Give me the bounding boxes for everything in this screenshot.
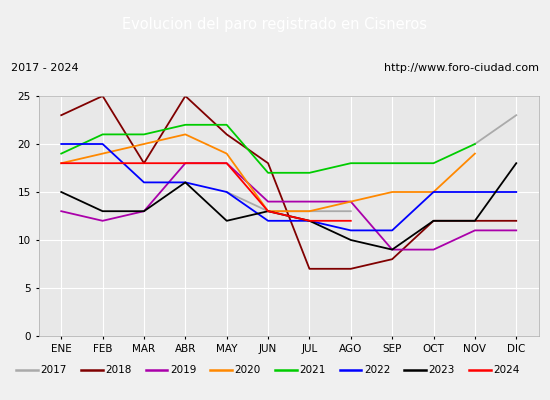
Text: 2017: 2017 <box>41 365 67 375</box>
Text: 2018: 2018 <box>105 365 131 375</box>
Text: 2023: 2023 <box>428 365 455 375</box>
Text: 2021: 2021 <box>299 365 326 375</box>
Text: http://www.foro-ciudad.com: http://www.foro-ciudad.com <box>384 63 539 73</box>
Text: 2022: 2022 <box>364 365 390 375</box>
Text: 2020: 2020 <box>234 365 261 375</box>
Text: 2024: 2024 <box>493 365 520 375</box>
Text: 2017 - 2024: 2017 - 2024 <box>11 63 79 73</box>
Text: 2019: 2019 <box>170 365 196 375</box>
Text: Evolucion del paro registrado en Cisneros: Evolucion del paro registrado en Cisnero… <box>123 16 427 32</box>
